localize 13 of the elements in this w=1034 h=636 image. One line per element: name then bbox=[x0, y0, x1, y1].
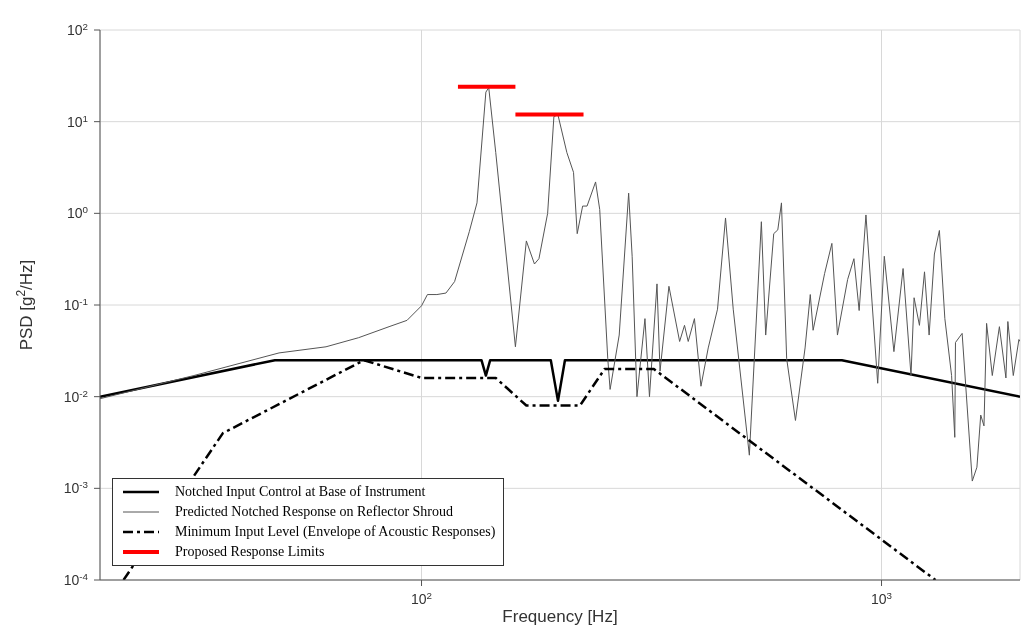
y-tick-label: 10$^{2}$ bbox=[66, 20, 88, 38]
y-tick-label: 10$^{-4}$ bbox=[63, 570, 89, 588]
legend-label: Predicted Notched Response on Reflector Shroud bbox=[175, 504, 453, 520]
legend-label: Proposed Response Limits bbox=[175, 544, 325, 560]
y-tick-label: 10$^{-1}$ bbox=[63, 295, 88, 313]
y-tick-label: 10$^{-2}$ bbox=[63, 387, 88, 405]
legend-label: Notched Input Control at Base of Instrument bbox=[175, 484, 426, 500]
x-axis-title: Frequency [Hz] bbox=[502, 607, 618, 626]
y-tick-label: 10$^{1}$ bbox=[66, 112, 88, 130]
x-tick-label: 10$^{3}$ bbox=[871, 589, 893, 607]
y-tick-label: 10$^{-3}$ bbox=[63, 478, 89, 497]
legend-label: Minimum Input Level (Envelope of Acoustic Responses) bbox=[175, 524, 496, 540]
y-tick-label: 10$^{0}$ bbox=[66, 203, 89, 222]
